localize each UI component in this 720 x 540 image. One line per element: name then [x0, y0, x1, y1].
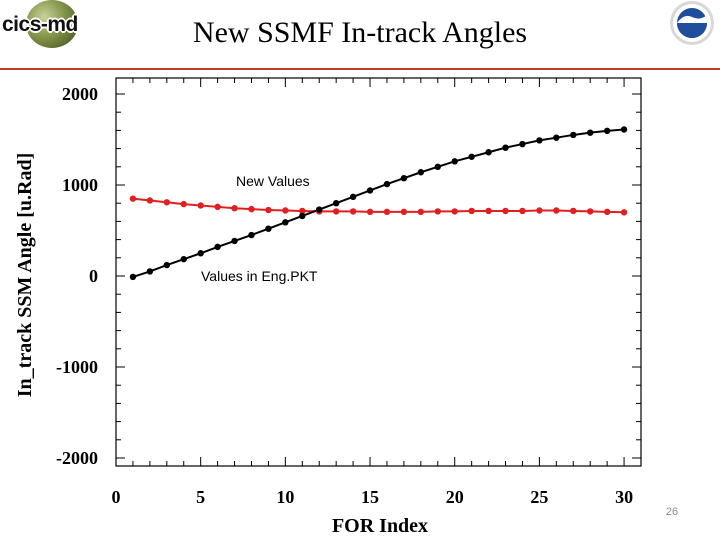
cics-md-logo: cics-md	[2, 0, 86, 50]
data-point-series-0	[197, 202, 204, 209]
data-point-series-0	[248, 205, 255, 213]
data-point-series-1	[620, 126, 628, 133]
data-point-series-1	[316, 206, 323, 213]
data-point-series-1	[451, 158, 458, 165]
data-point-series-1	[248, 231, 255, 239]
data-point-series-1	[197, 250, 204, 257]
title-rule	[0, 68, 720, 70]
annotation-new-values: New Values	[236, 173, 310, 189]
data-point-series-1	[485, 149, 492, 156]
x-tick-labels: 0 5 10 15 20 25 30	[112, 487, 634, 507]
data-point-series-0	[163, 199, 171, 206]
data-point-series-0	[570, 207, 577, 215]
data-point-series-1	[553, 134, 560, 141]
y-tick-label: -2000	[56, 448, 98, 468]
data-point-series-0	[519, 207, 526, 215]
data-point-series-1	[129, 273, 137, 281]
x-tick-label: 0	[112, 487, 121, 507]
series-line-0	[132, 197, 625, 214]
y-axis-label: In_track SSM Angle [u.Rad]	[14, 153, 36, 397]
data-point-series-1	[282, 219, 289, 226]
y-tick-label: 0	[89, 266, 98, 286]
data-point-series-1	[231, 237, 238, 245]
noaa-emblem-icon: NOAA	[670, 1, 714, 45]
data-point-series-1	[417, 169, 425, 176]
data-point-series-1	[586, 129, 594, 136]
data-point-series-1	[434, 163, 441, 170]
data-point-series-1	[146, 268, 154, 275]
data-point-series-0	[265, 206, 272, 214]
data-point-series-0	[214, 203, 221, 211]
noaa-logo-text: NOAA	[684, 12, 700, 18]
x-tick-label: 30	[615, 487, 633, 507]
x-axis-label: FOR Index	[332, 515, 428, 537]
data-point-series-1	[603, 127, 611, 135]
plot-frame-group	[115, 77, 642, 467]
globe-icon	[26, 0, 78, 48]
y-tick-label: 1000	[62, 175, 98, 195]
x-tick-label: 20	[446, 487, 464, 507]
noaa-logo: NOAA	[664, 0, 720, 48]
data-point-series-0	[434, 208, 441, 215]
series-lines	[132, 128, 625, 278]
data-point-series-0	[451, 208, 458, 215]
data-point-series-1	[536, 137, 543, 144]
data-point-series-1	[519, 140, 526, 148]
cics-md-logo-text: cics-md	[2, 13, 78, 36]
data-point-series-1	[349, 193, 357, 201]
y-tick-labels: -2000 -1000 0 1000 2000	[56, 84, 98, 468]
data-point-series-1	[400, 174, 408, 182]
data-point-series-0	[417, 208, 425, 216]
data-point-series-0	[485, 207, 492, 215]
x-tick-label: 25	[530, 487, 548, 507]
data-point-series-0	[349, 208, 357, 215]
data-point-series-0	[468, 207, 475, 215]
data-point-series-1	[366, 187, 374, 194]
data-point-series-0	[603, 208, 611, 216]
slide-number: 26	[665, 506, 679, 518]
x-tick-label: 5	[196, 487, 205, 507]
data-point-series-0	[180, 200, 187, 208]
data-point-series-0	[620, 209, 628, 216]
data-point-series-0	[282, 207, 289, 214]
data-point-series-1	[502, 144, 509, 151]
series-points	[129, 126, 628, 281]
data-point-series-1	[468, 153, 475, 160]
x-tick-label: 15	[361, 487, 379, 507]
data-point-series-1	[180, 255, 187, 263]
slide-title: New SSMF In-track Angles	[192, 16, 528, 49]
data-point-series-0	[553, 207, 560, 214]
data-point-series-0	[366, 208, 374, 216]
annotation-eng-pkt-values: Values in Eng.PKT	[201, 268, 318, 284]
data-point-series-1	[163, 261, 171, 269]
data-point-series-0	[231, 205, 238, 212]
data-point-series-0	[332, 208, 340, 215]
plot-frame	[115, 77, 642, 467]
axis-ticks	[115, 78, 642, 466]
data-point-series-1	[214, 243, 221, 251]
x-tick-label: 10	[276, 487, 294, 507]
data-point-series-1	[265, 225, 272, 232]
data-point-series-1	[299, 212, 306, 220]
data-point-series-0	[586, 208, 594, 215]
data-point-series-0	[502, 207, 509, 215]
data-point-series-0	[146, 197, 154, 204]
data-point-series-1	[570, 131, 577, 139]
data-point-series-0	[536, 207, 543, 214]
data-point-series-0	[299, 207, 306, 215]
series-line-1	[132, 128, 625, 278]
data-point-series-0	[383, 208, 391, 216]
data-point-series-1	[383, 180, 391, 188]
data-point-series-0	[400, 208, 408, 216]
y-tick-label: -1000	[56, 357, 98, 377]
data-point-series-1	[332, 200, 340, 207]
data-point-series-0	[129, 195, 137, 202]
y-tick-label: 2000	[62, 84, 98, 104]
